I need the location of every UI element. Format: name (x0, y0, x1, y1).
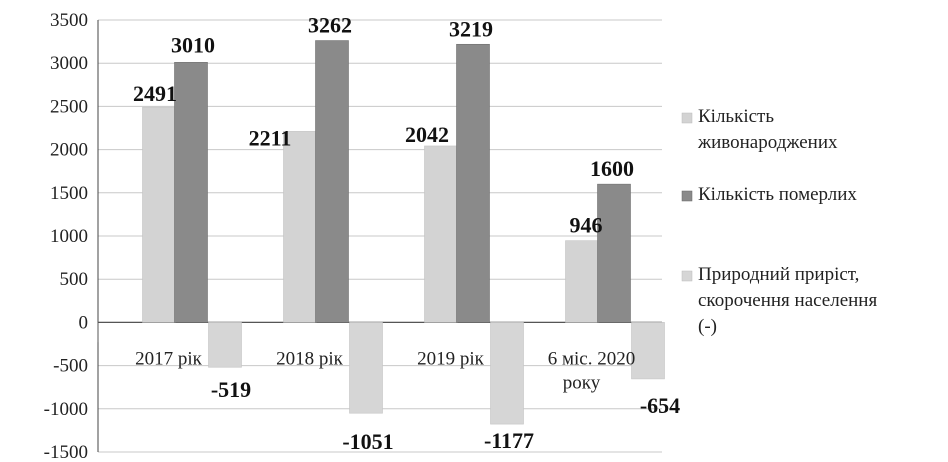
bar (142, 106, 176, 323)
legend-entry: скорочення населення (698, 290, 877, 311)
data-label: 3010 (171, 32, 215, 57)
y-tick-label: 0 (79, 312, 89, 333)
bar (349, 322, 383, 414)
data-label: 946 (570, 213, 603, 238)
bar (565, 240, 599, 323)
y-tick-label: -1000 (44, 399, 88, 420)
bar (490, 322, 524, 425)
data-label: 1600 (590, 156, 634, 181)
bar (174, 62, 208, 323)
category-labels: 2017 рік 2018 рік 2019 рік 6 міс. 2020 року (135, 348, 635, 393)
x-tick-label: 2019 рік (417, 348, 485, 369)
y-tick-label: 1000 (50, 226, 88, 247)
x-tick-label: 2017 рік (135, 348, 203, 369)
y-tick-label: 2000 (50, 140, 88, 161)
x-tick-label: року (563, 372, 601, 393)
y-tick-label: -500 (53, 356, 88, 377)
y-tick-label: 500 (60, 269, 89, 290)
legend-swatch (681, 190, 693, 202)
data-label: 2491 (133, 81, 177, 106)
x-tick-label: 6 міс. 2020 (548, 348, 636, 369)
data-labels: 2491 3010 -519 2211 3262 -1051 2042 3219 -1177 94… (133, 13, 680, 455)
bar (424, 145, 458, 323)
y-tick-label: 1500 (50, 183, 88, 204)
data-label: -654 (640, 393, 680, 418)
data-label: -519 (211, 377, 251, 402)
y-tick-label: -1500 (44, 442, 88, 462)
legend-entry: Природний приріст, (698, 264, 859, 285)
data-label: 3219 (449, 16, 493, 41)
y-tick-label: 3500 (50, 10, 88, 31)
axes: 3500 3000 2500 2000 1500 1000 500 0 -500 -1000 -15… (44, 10, 663, 462)
legend: Кількість живонароджених Кількість померли… (681, 106, 877, 337)
bar (208, 322, 242, 368)
legend-swatch (681, 112, 693, 124)
bar (597, 183, 631, 323)
bars (142, 40, 665, 425)
bar (631, 322, 665, 380)
data-label: -1051 (342, 429, 393, 454)
legend-entry: Кількість (698, 106, 774, 127)
legend-entry: живонароджених (697, 132, 838, 153)
data-label: 2042 (405, 122, 449, 147)
y-tick-label: 2500 (50, 96, 88, 117)
bar (283, 131, 317, 323)
bar (456, 43, 490, 323)
y-tick-label: 3000 (50, 53, 88, 74)
legend-entry: (-) (698, 316, 717, 337)
data-label: -1177 (484, 428, 534, 453)
legend-swatch (681, 270, 693, 282)
data-label: 3262 (308, 13, 352, 38)
bar (315, 40, 349, 323)
legend-entry: Кількість померлих (698, 184, 857, 205)
data-label: 2211 (249, 125, 292, 150)
x-tick-label: 2018 рік (276, 348, 344, 369)
